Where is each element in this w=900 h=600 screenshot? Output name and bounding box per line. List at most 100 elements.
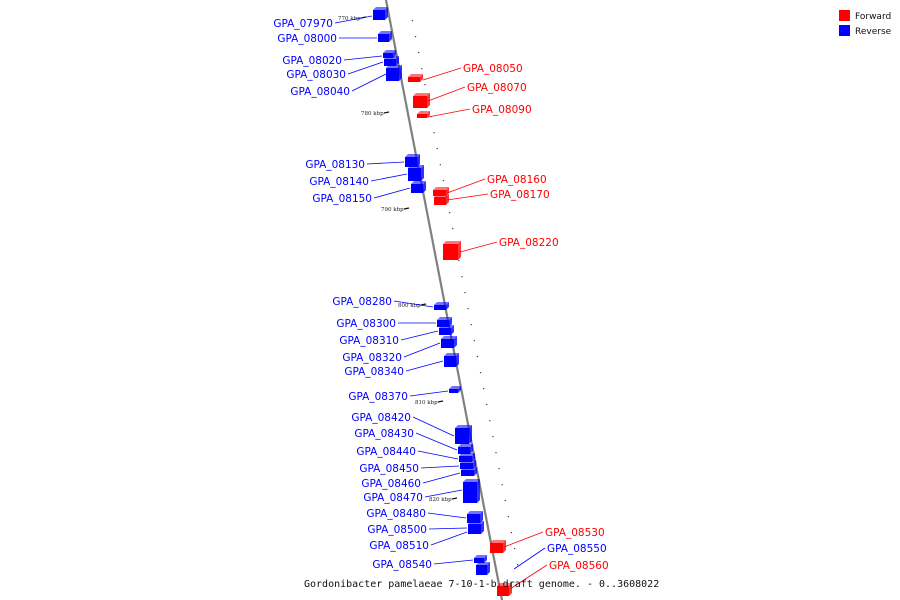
gene-label-group: GPA_08540 [372, 559, 474, 571]
gene-label-group: GPA_08510 [369, 531, 468, 552]
guide-dot [461, 276, 463, 278]
guide-dot [504, 500, 506, 502]
gene-labels: GPA_07970 GPA_08000 GPA_08020 GPA_08030 GPA_… [273, 15, 609, 590]
gene-label: GPA_08370 [348, 391, 408, 403]
gene-leader-line [430, 531, 468, 546]
guide-dot [492, 436, 494, 438]
guide-dot [507, 516, 509, 518]
gene-leader-line [415, 432, 458, 451]
gene-label: GPA_08510 [369, 540, 429, 552]
gene-leader-line [393, 300, 434, 308]
legend-forward-label: Forward [855, 12, 891, 22]
forward-gene-feature [408, 74, 423, 82]
gene-label: GPA_08160 [487, 174, 547, 186]
gene-leader-line [334, 15, 373, 24]
forward-gene-feature [443, 241, 461, 260]
gene-label-group: GPA_08500 [367, 524, 468, 536]
gene-leader-line [366, 161, 405, 165]
gene-label-group: GPA_08150 [312, 187, 411, 205]
forward-gene-feature [490, 540, 506, 553]
reverse-gene-feature [378, 31, 392, 42]
gene-leader-line [370, 173, 408, 182]
axis-tick-mark [451, 497, 458, 500]
gene-label-group: GPA_08430 [354, 428, 458, 451]
guide-dot [467, 308, 469, 310]
reverse-gene-feature [441, 336, 457, 348]
gene-label: GPA_08500 [367, 524, 427, 536]
gene-leader-line [424, 489, 463, 498]
guide-dot [464, 292, 466, 294]
gene-leader-line [373, 187, 411, 199]
gene-label: GPA_08020 [282, 55, 342, 67]
gene-label: GPA_08070 [467, 82, 527, 94]
gene-label: GPA_08030 [286, 69, 346, 81]
gene-label: GPA_08310 [339, 335, 399, 347]
reverse-gene-feature [476, 562, 490, 575]
gene-leader-line [422, 67, 462, 81]
guide-dot [433, 132, 435, 134]
axis-tick-label: 780 kbp [361, 111, 384, 117]
gene-label: GPA_08050 [463, 63, 523, 75]
gene-leader-line [409, 390, 449, 397]
gene-label-group: GPA_08530 [503, 527, 605, 548]
gene-label-group: GPA_08160 [446, 174, 547, 194]
forward-gene-feature [413, 93, 430, 108]
reverse-gene-feature [411, 181, 426, 193]
gene-leader-line [433, 559, 474, 565]
axis-tick-label: 820 kbp [429, 497, 452, 503]
guide-dot [442, 180, 444, 182]
guide-dot [421, 68, 423, 70]
gene-label: GPA_08090 [472, 104, 532, 116]
gene-label: GPA_08300 [336, 318, 396, 330]
gene-label-group: GPA_08450 [359, 463, 460, 475]
gene-leader-line [343, 55, 383, 61]
reverse-gene-feature [437, 317, 452, 327]
gene-label-group: GPA_08480 [366, 508, 467, 520]
gene-leader-line [459, 241, 498, 253]
gene-label: GPA_08130 [305, 159, 365, 171]
guide-dot [424, 84, 426, 86]
forward-gene-feature [433, 187, 449, 196]
guide-dot [498, 468, 500, 470]
legend-forward-swatch [839, 10, 850, 21]
genome-caption: Gordonibacter pamelaeae 7-10-1-b draft g… [304, 579, 659, 590]
guide-dot [458, 260, 460, 262]
gene-label: GPA_08470 [363, 492, 423, 504]
guide-dot [448, 212, 451, 214]
reverse-gene-feature [444, 353, 459, 367]
reverse-gene-feature [455, 425, 472, 444]
axis-tick-label: 800 kbp [398, 303, 421, 309]
gene-leader-line [428, 527, 468, 530]
gene-leader-line [417, 450, 459, 460]
reverse-gene-feature [405, 154, 420, 167]
guide-dot [470, 324, 472, 326]
gene-label-group: GPA_08320 [342, 342, 441, 364]
genome-axis-line [384, 0, 504, 600]
guide-dot [513, 548, 516, 550]
gene-label: GPA_08530 [545, 527, 605, 539]
reverse-gene-feature [459, 453, 475, 462]
forward-gene-feature [497, 583, 512, 596]
gene-label-group: GPA_08090 [427, 104, 532, 118]
gene-label-group: GPA_08370 [348, 390, 449, 403]
gene-label: GPA_08340 [344, 366, 404, 378]
legend-reverse-label: Reverse [855, 27, 892, 37]
gene-leader-line [403, 342, 441, 358]
guide-dot [476, 356, 479, 358]
gene-label-group: GPA_08040 [290, 73, 387, 98]
gene-features [373, 7, 512, 596]
reverse-gene-feature [458, 444, 473, 454]
gene-label: GPA_08000 [277, 33, 337, 45]
gene-label-group: GPA_08280 [332, 296, 434, 308]
gene-label-group: GPA_08440 [356, 446, 459, 460]
gene-leader-line [427, 108, 471, 118]
gene-leader-line [513, 547, 546, 570]
guide-dot [411, 20, 414, 22]
forward-gene-feature [417, 111, 430, 118]
axis-tick-label: 770 kbp [338, 16, 361, 22]
guide-dot [517, 564, 519, 566]
reverse-gene-feature [463, 479, 480, 503]
gene-label-group: GPA_08050 [422, 63, 523, 81]
gene-label-group: GPA_08030 [286, 61, 384, 81]
gene-leader-line [422, 472, 461, 484]
